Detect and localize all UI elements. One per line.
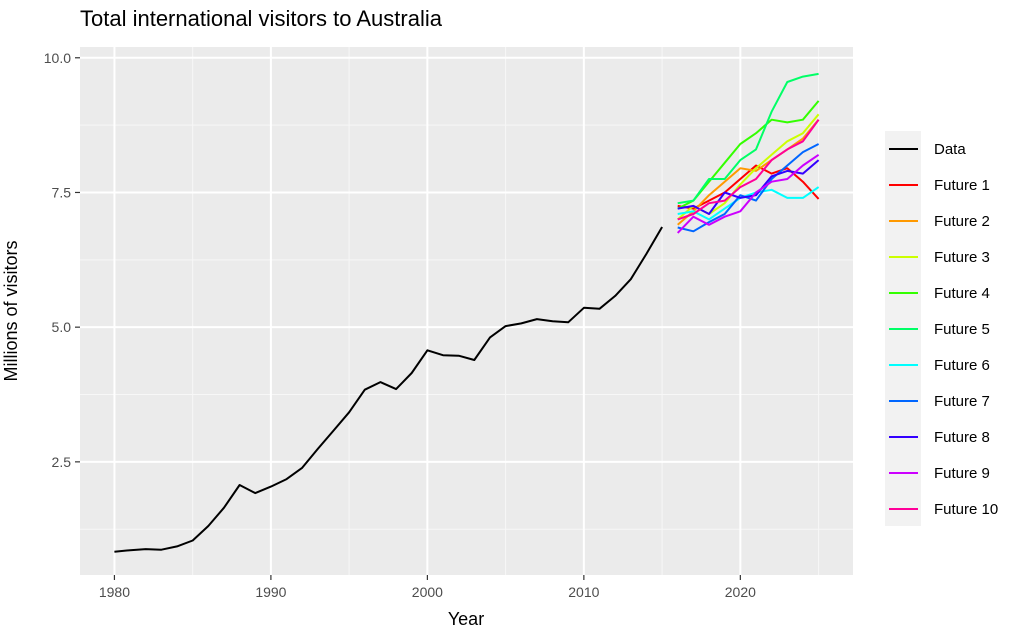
y-tick-label: 7.5 xyxy=(52,184,72,200)
series-line-future-5 xyxy=(677,72,819,205)
legend-label-future-3: Future 3 xyxy=(934,249,990,266)
series-line-future-2 xyxy=(677,119,820,226)
x-tick-label: 1990 xyxy=(255,584,286,600)
legend: Data Future 1 Future 2 Future 3 Future 4 Futu… xyxy=(885,131,998,526)
x-axis: 1980 1990 2000 2010 2020 xyxy=(99,575,756,600)
y-tick-label: 2.5 xyxy=(52,454,72,470)
legend-label-data: Data xyxy=(934,141,966,158)
series-line-future-10 xyxy=(677,119,820,221)
x-axis-title: Year xyxy=(448,609,484,629)
legend-label-future-9: Future 9 xyxy=(934,465,990,482)
x-tick-label: 1980 xyxy=(99,584,130,600)
y-tick-label: 5.0 xyxy=(52,319,72,335)
y-axis-title: Millions of visitors xyxy=(1,240,21,381)
legend-label-future-10: Future 10 xyxy=(934,501,998,518)
series-lines xyxy=(114,72,820,553)
legend-label-future-5: Future 5 xyxy=(934,321,990,338)
x-tick-label: 2020 xyxy=(725,584,756,600)
plot-panel xyxy=(80,47,853,575)
legend-label-future-1: Future 1 xyxy=(934,177,990,194)
x-tick-label: 2000 xyxy=(412,584,443,600)
legend-label-future-7: Future 7 xyxy=(934,393,990,410)
series-line-future-6 xyxy=(677,186,820,221)
legend-label-future-6: Future 6 xyxy=(934,357,990,374)
series-line-future-7 xyxy=(677,143,820,233)
series-line-future-9 xyxy=(676,153,820,234)
x-tick-label: 2010 xyxy=(568,584,599,600)
minor-gridlines xyxy=(80,47,853,575)
legend-label-future-8: Future 8 xyxy=(934,429,990,446)
legend-label-future-4: Future 4 xyxy=(934,285,990,302)
series-line-data xyxy=(114,226,663,553)
y-axis: 2.5 5.0 7.5 10.0 xyxy=(44,50,80,470)
y-tick-label: 10.0 xyxy=(44,50,71,66)
chart-title: Total international visitors to Australi… xyxy=(80,6,443,31)
legend-label-future-2: Future 2 xyxy=(934,213,990,230)
